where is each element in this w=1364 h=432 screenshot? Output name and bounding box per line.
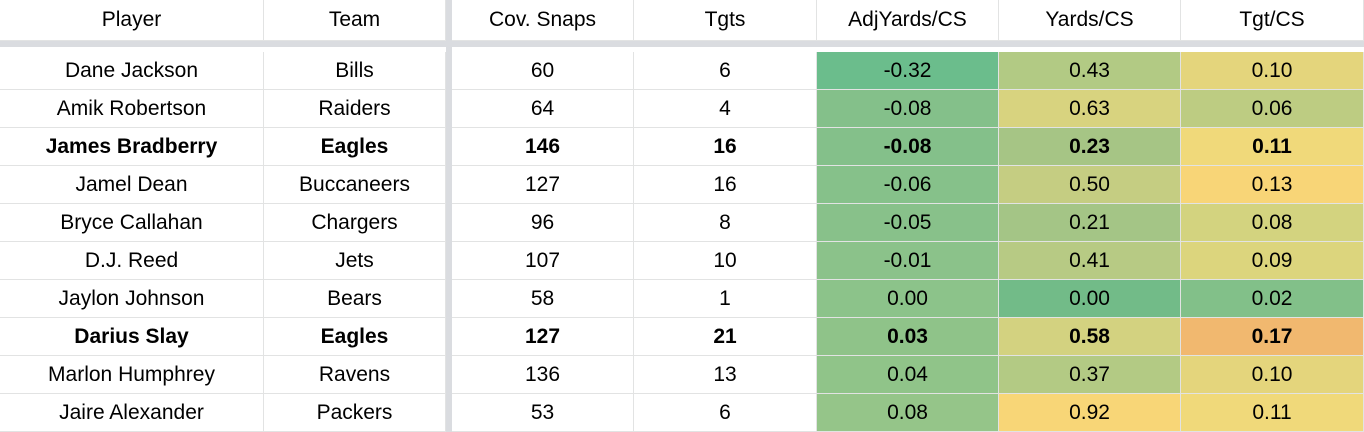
table-row: Marlon Humphrey Ravens 136 13 0.04 0.37 0.10 <box>0 356 1364 394</box>
player-cell[interactable]: James Bradberry <box>0 128 264 166</box>
player-cell[interactable]: Jaylon Johnson <box>0 280 264 318</box>
player-cell[interactable]: Bryce Callahan <box>0 204 264 242</box>
player-cell[interactable]: Amik Robertson <box>0 90 264 128</box>
team-cell[interactable]: Packers <box>264 394 446 432</box>
column-header-cov-snaps[interactable]: Cov. Snaps <box>452 0 634 41</box>
cov-snaps-cell[interactable]: 60 <box>452 52 634 90</box>
tgt-cs-cell[interactable]: 0.02 <box>1181 280 1364 318</box>
yards-cs-cell[interactable]: 0.21 <box>999 204 1181 242</box>
adj-yards-cs-cell[interactable]: 0.08 <box>817 394 999 432</box>
column-header-team[interactable]: Team <box>264 0 446 41</box>
tgts-cell[interactable]: 6 <box>634 394 817 432</box>
cov-snaps-cell[interactable]: 53 <box>452 394 634 432</box>
yards-cs-cell[interactable]: 0.50 <box>999 166 1181 204</box>
cov-snaps-cell[interactable]: 58 <box>452 280 634 318</box>
tgt-cs-cell[interactable]: 0.11 <box>1181 394 1364 432</box>
table-row: D.J. Reed Jets 107 10 -0.01 0.41 0.09 <box>0 242 1364 280</box>
cov-snaps-cell[interactable]: 136 <box>452 356 634 394</box>
player-cell[interactable]: D.J. Reed <box>0 242 264 280</box>
tgt-cs-cell[interactable]: 0.11 <box>1181 128 1364 166</box>
adj-yards-cs-cell[interactable]: -0.08 <box>817 128 999 166</box>
tgt-cs-cell[interactable]: 0.08 <box>1181 204 1364 242</box>
team-cell[interactable]: Bills <box>264 52 446 90</box>
column-header-adj-yards-cs[interactable]: AdjYards/CS <box>817 0 999 41</box>
frozen-column-divider[interactable] <box>446 0 452 432</box>
team-cell[interactable]: Jets <box>264 242 446 280</box>
cov-snaps-cell[interactable]: 146 <box>452 128 634 166</box>
table-row: James Bradberry Eagles 146 16 -0.08 0.23 0.11 <box>0 128 1364 166</box>
column-header-tgt-cs[interactable]: Tgt/CS <box>1181 0 1364 41</box>
yards-cs-cell[interactable]: 0.43 <box>999 52 1181 90</box>
header-row: Player Team Cov. Snaps Tgts AdjYards/CS … <box>0 0 1364 41</box>
tgts-cell[interactable]: 6 <box>634 52 817 90</box>
table-row: Jamel Dean Buccaneers 127 16 -0.06 0.50 0.13 <box>0 166 1364 204</box>
cov-snaps-cell[interactable]: 96 <box>452 204 634 242</box>
yards-cs-cell[interactable]: 0.41 <box>999 242 1181 280</box>
table-row: Jaylon Johnson Bears 58 1 0.00 0.00 0.02 <box>0 280 1364 318</box>
yards-cs-cell[interactable]: 0.58 <box>999 318 1181 356</box>
tgts-cell[interactable]: 16 <box>634 166 817 204</box>
yards-cs-cell[interactable]: 0.23 <box>999 128 1181 166</box>
table-row: Jaire Alexander Packers 53 6 0.08 0.92 0.11 <box>0 394 1364 432</box>
table-row: Darius Slay Eagles 127 21 0.03 0.58 0.17 <box>0 318 1364 356</box>
adj-yards-cs-cell[interactable]: -0.08 <box>817 90 999 128</box>
tgts-cell[interactable]: 1 <box>634 280 817 318</box>
player-cell[interactable]: Marlon Humphrey <box>0 356 264 394</box>
adj-yards-cs-cell[interactable]: -0.32 <box>817 52 999 90</box>
tgts-cell[interactable]: 13 <box>634 356 817 394</box>
tgt-cs-cell[interactable]: 0.17 <box>1181 318 1364 356</box>
adj-yards-cs-cell[interactable]: 0.00 <box>817 280 999 318</box>
adj-yards-cs-cell[interactable]: 0.04 <box>817 356 999 394</box>
tgt-cs-cell[interactable]: 0.09 <box>1181 242 1364 280</box>
team-cell[interactable]: Eagles <box>264 318 446 356</box>
adj-yards-cs-cell[interactable]: -0.05 <box>817 204 999 242</box>
cov-snaps-cell[interactable]: 127 <box>452 318 634 356</box>
adj-yards-cs-cell[interactable]: 0.03 <box>817 318 999 356</box>
column-header-player[interactable]: Player <box>0 0 264 41</box>
team-cell[interactable]: Raiders <box>264 90 446 128</box>
tgt-cs-cell[interactable]: 0.10 <box>1181 356 1364 394</box>
player-cell[interactable]: Darius Slay <box>0 318 264 356</box>
column-header-yards-cs[interactable]: Yards/CS <box>999 0 1181 41</box>
team-cell[interactable]: Chargers <box>264 204 446 242</box>
tgt-cs-cell[interactable]: 0.06 <box>1181 90 1364 128</box>
player-cell[interactable]: Dane Jackson <box>0 52 264 90</box>
frozen-row-divider[interactable] <box>0 41 1364 47</box>
team-cell[interactable]: Ravens <box>264 356 446 394</box>
player-cell[interactable]: Jamel Dean <box>0 166 264 204</box>
player-cell[interactable]: Jaire Alexander <box>0 394 264 432</box>
table-row: Dane Jackson Bills 60 6 -0.32 0.43 0.10 <box>0 52 1364 90</box>
tgts-cell[interactable]: 16 <box>634 128 817 166</box>
yards-cs-cell[interactable]: 0.37 <box>999 356 1181 394</box>
cov-snaps-cell[interactable]: 127 <box>452 166 634 204</box>
team-cell[interactable]: Bears <box>264 280 446 318</box>
team-cell[interactable]: Eagles <box>264 128 446 166</box>
column-header-tgts[interactable]: Tgts <box>634 0 817 41</box>
adj-yards-cs-cell[interactable]: -0.06 <box>817 166 999 204</box>
tgts-cell[interactable]: 10 <box>634 242 817 280</box>
tgts-cell[interactable]: 21 <box>634 318 817 356</box>
tgts-cell[interactable]: 4 <box>634 90 817 128</box>
cov-snaps-cell[interactable]: 107 <box>452 242 634 280</box>
team-cell[interactable]: Buccaneers <box>264 166 446 204</box>
yards-cs-cell[interactable]: 0.00 <box>999 280 1181 318</box>
table-row: Amik Robertson Raiders 64 4 -0.08 0.63 0.06 <box>0 90 1364 128</box>
yards-cs-cell[interactable]: 0.92 <box>999 394 1181 432</box>
cov-snaps-cell[interactable]: 64 <box>452 90 634 128</box>
yards-cs-cell[interactable]: 0.63 <box>999 90 1181 128</box>
tgt-cs-cell[interactable]: 0.10 <box>1181 52 1364 90</box>
tgt-cs-cell[interactable]: 0.13 <box>1181 166 1364 204</box>
tgts-cell[interactable]: 8 <box>634 204 817 242</box>
adj-yards-cs-cell[interactable]: -0.01 <box>817 242 999 280</box>
table-row: Bryce Callahan Chargers 96 8 -0.05 0.21 0.08 <box>0 204 1364 242</box>
